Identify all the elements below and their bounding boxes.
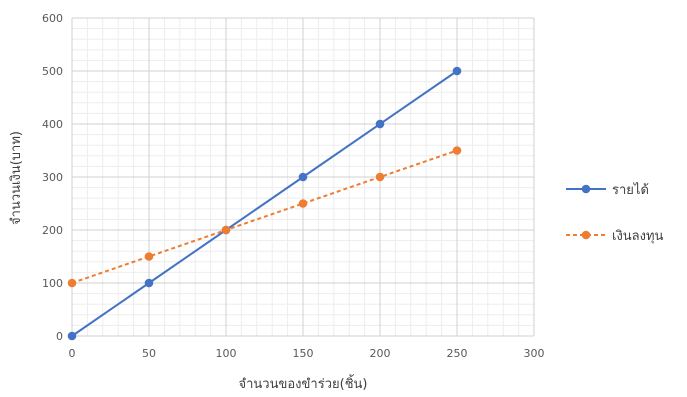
data-point (452, 66, 462, 76)
y-tick-label: 200 (42, 224, 63, 237)
x-tick-label: 0 (69, 347, 76, 360)
x-tick-label: 250 (447, 347, 468, 360)
data-point (375, 172, 385, 182)
y-axis-tick-labels: 0 100 200 300 400 500 600 (42, 12, 63, 343)
x-axis-title: จำนวนของขำร่วย(ชิ้น) (239, 374, 368, 392)
y-tick-label: 100 (42, 277, 63, 290)
x-tick-label: 300 (524, 347, 545, 360)
x-tick-label: 200 (370, 347, 391, 360)
y-tick-label: 500 (42, 65, 63, 78)
y-tick-label: 300 (42, 171, 63, 184)
data-point (144, 252, 154, 261)
x-tick-label: 150 (293, 347, 314, 360)
data-point (375, 119, 385, 129)
legend: รายได้เงินลงทุน (566, 182, 664, 244)
data-point (144, 278, 154, 288)
y-tick-label: 0 (56, 330, 63, 343)
data-point (67, 331, 77, 341)
series-group (67, 66, 462, 341)
legend-marker (581, 230, 591, 240)
data-point (298, 172, 308, 182)
series-line (71, 70, 458, 337)
x-tick-label: 50 (142, 347, 156, 360)
data-point (452, 146, 462, 155)
y-tick-label: 600 (42, 12, 63, 25)
legend-marker (581, 184, 591, 194)
legend-label: รายได้ (612, 182, 649, 198)
data-point (67, 278, 77, 288)
x-tick-label: 100 (216, 347, 237, 360)
x-axis-tick-labels: 0 50 100 150 200 250 300 (69, 347, 545, 360)
y-axis-title: จำนวนเงิน(บาท) (9, 131, 24, 225)
data-point (221, 225, 231, 235)
data-point (298, 199, 308, 208)
y-tick-label: 400 (42, 118, 63, 131)
series-line (71, 149, 458, 284)
legend-label: เงินลงทุน (612, 229, 664, 244)
